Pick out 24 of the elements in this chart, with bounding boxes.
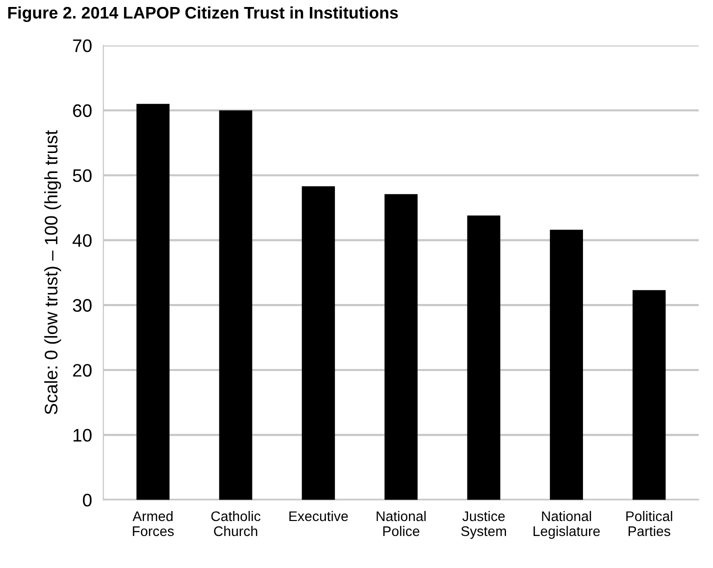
x-tick-label: Executive (289, 510, 348, 522)
chart-title: Figure 2. 2014 LAPOP Citizen Trust in Institutions (8, 6, 398, 22)
bar (467, 216, 500, 500)
x-tick-label: Catholic Church (211, 510, 260, 536)
bar (136, 104, 170, 500)
bar (219, 110, 252, 500)
y-tick-label: 10 (74, 428, 92, 442)
x-tick-label: Justice System (461, 510, 506, 539)
x-tick-label: National Police (376, 510, 426, 536)
y-tick-label: 20 (73, 364, 92, 377)
y-axis-title: Scale: 0 (low trust) – 100 (high trust (44, 130, 62, 414)
x-tick-label: Armed Forces (132, 510, 174, 536)
y-tick-label: 40 (72, 234, 92, 247)
y-tick-label: 50 (72, 169, 92, 182)
y-tick-label: 30 (72, 299, 92, 312)
y-tick-label: 70 (73, 39, 92, 52)
bar (302, 186, 335, 500)
y-tick-label: 0 (82, 494, 92, 507)
y-tick-label: 60 (73, 104, 92, 118)
bar (550, 230, 583, 500)
x-tick-label: National Legislature (534, 510, 600, 539)
bar (632, 290, 666, 500)
x-tick-label: Political Parties (626, 510, 672, 536)
bar (384, 194, 418, 500)
